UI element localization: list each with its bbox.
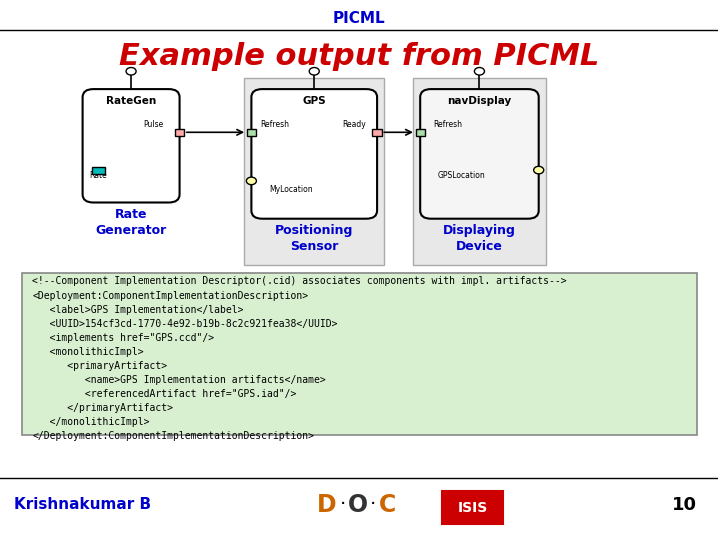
FancyBboxPatch shape <box>415 129 425 136</box>
Text: <referencedArtifact href="GPS.iad"/>: <referencedArtifact href="GPS.iad"/> <box>32 389 297 399</box>
Text: <Deployment:ComponentImplementationDescription>: <Deployment:ComponentImplementationDescr… <box>32 291 308 301</box>
Text: <primaryArtifact>: <primaryArtifact> <box>32 361 168 371</box>
FancyBboxPatch shape <box>22 273 697 435</box>
Text: C: C <box>379 493 397 517</box>
Text: </primaryArtifact>: </primaryArtifact> <box>32 403 174 413</box>
Text: Example output from PICML: Example output from PICML <box>119 42 599 71</box>
Circle shape <box>474 68 485 75</box>
FancyBboxPatch shape <box>83 89 179 202</box>
Text: navDisplay: navDisplay <box>447 96 512 106</box>
Circle shape <box>246 177 256 185</box>
Text: Positioning
Sensor: Positioning Sensor <box>275 224 354 253</box>
Text: <label>GPS Implementation</label>: <label>GPS Implementation</label> <box>32 305 244 315</box>
Text: <name>GPS Implementation artifacts</name>: <name>GPS Implementation artifacts</name… <box>32 375 326 385</box>
Circle shape <box>534 166 544 174</box>
Text: Refresh: Refresh <box>433 120 462 129</box>
Text: Rate
Generator: Rate Generator <box>96 208 167 237</box>
Text: <!--Component Implementation Descriptor(.cid) associates components with impl. a: <!--Component Implementation Descriptor(… <box>32 276 567 287</box>
Text: </Deployment:ComponentImplementationDescription>: </Deployment:ComponentImplementationDesc… <box>32 431 315 441</box>
FancyBboxPatch shape <box>247 129 256 136</box>
Text: Displaying
Device: Displaying Device <box>443 224 516 253</box>
FancyBboxPatch shape <box>251 89 377 219</box>
Text: <implements href="GPS.ccd"/>: <implements href="GPS.ccd"/> <box>32 333 215 343</box>
Circle shape <box>126 68 136 75</box>
Text: Refresh: Refresh <box>260 120 289 129</box>
FancyBboxPatch shape <box>92 167 105 174</box>
Text: Krishnakumar B: Krishnakumar B <box>14 497 151 512</box>
Text: <monolithicImpl>: <monolithicImpl> <box>32 347 144 357</box>
Circle shape <box>309 68 319 75</box>
Text: 10: 10 <box>672 496 697 514</box>
Text: D: D <box>317 493 337 517</box>
Text: Ready: Ready <box>342 120 366 129</box>
Text: PICML: PICML <box>333 11 385 26</box>
Text: Pulse: Pulse <box>143 120 164 129</box>
Text: GPS: GPS <box>302 96 326 106</box>
FancyBboxPatch shape <box>413 78 546 265</box>
Text: MyLocation: MyLocation <box>269 185 312 193</box>
FancyBboxPatch shape <box>175 129 184 136</box>
Text: GPSLocation: GPSLocation <box>438 171 486 180</box>
Text: <UUID>154cf3cd-1770-4e92-b19b-8c2c921fea38</UUID>: <UUID>154cf3cd-1770-4e92-b19b-8c2c921fea… <box>32 319 338 329</box>
Text: ·: · <box>370 495 377 515</box>
Text: </monolithicImpl>: </monolithicImpl> <box>32 417 150 427</box>
FancyBboxPatch shape <box>372 129 382 136</box>
Text: ISIS: ISIS <box>457 501 487 515</box>
Text: ·: · <box>341 495 346 515</box>
FancyBboxPatch shape <box>420 89 539 219</box>
FancyBboxPatch shape <box>442 491 503 524</box>
Text: RateGen: RateGen <box>106 96 156 106</box>
Text: O: O <box>348 493 368 517</box>
Text: Rate: Rate <box>89 171 107 180</box>
FancyBboxPatch shape <box>244 78 384 265</box>
